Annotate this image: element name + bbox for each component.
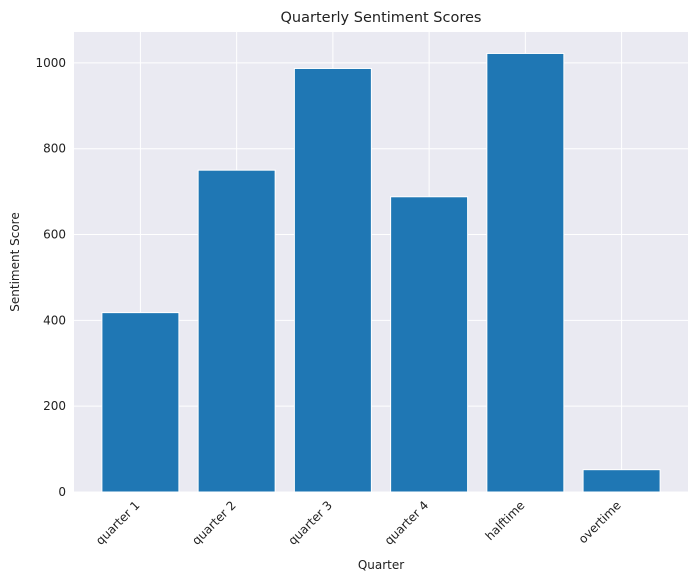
y-tick-label: 800 [43,142,66,156]
x-axis-label: Quarter [358,558,404,572]
x-tick-label: quarter 3 [286,498,335,547]
chart-title: Quarterly Sentiment Scores [281,10,482,26]
bar-halftime [486,52,565,493]
y-tick-label: 400 [43,313,66,327]
x-tick-label: quarter 4 [382,498,431,547]
y-tick-label: 0 [58,485,66,499]
x-tick-label: quarter 1 [93,498,142,547]
x-tick-label: overtime [576,498,624,546]
bar-quarter-3 [293,67,372,493]
bars [101,52,661,493]
y-axis-label: Sentiment Score [8,212,22,311]
bar-quarter-1 [101,312,180,493]
bar-quarter-4 [390,196,469,493]
y-tick-labels: 0 200 400 600 800 1000 [35,56,66,499]
x-tick-labels: quarter 1 quarter 2 quarter 3 quarter 4 half… [93,498,624,547]
y-tick-label: 600 [43,228,66,242]
x-tick-label: quarter 2 [189,498,238,547]
y-tick-label: 200 [43,399,66,413]
bar-quarter-2 [197,169,276,493]
bar-overtime [582,469,661,493]
x-tick-label: halftime [483,498,528,543]
y-tick-label: 1000 [35,56,66,70]
